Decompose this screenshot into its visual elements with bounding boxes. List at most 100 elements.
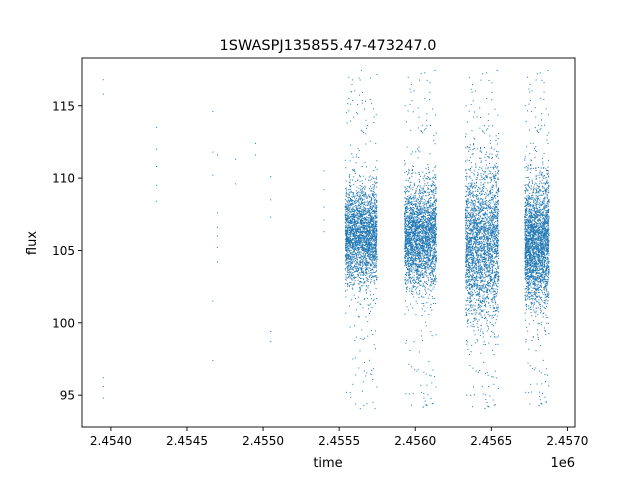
data-point <box>420 260 422 262</box>
data-point <box>404 243 406 245</box>
data-point <box>371 229 373 231</box>
data-point <box>357 301 359 303</box>
data-point <box>423 201 425 203</box>
data-point <box>430 203 432 205</box>
data-point <box>357 235 359 237</box>
data-point <box>344 214 346 216</box>
data-point <box>417 234 419 236</box>
data-point <box>358 248 360 250</box>
data-point <box>409 248 411 250</box>
data-point <box>349 244 351 246</box>
data-point <box>356 223 358 225</box>
data-point <box>413 213 415 215</box>
data-point <box>363 218 365 220</box>
data-point <box>427 163 429 165</box>
data-point <box>374 348 376 350</box>
data-point <box>352 202 354 204</box>
data-point <box>423 245 425 247</box>
data-point <box>429 289 431 291</box>
data-point <box>407 234 409 236</box>
data-point <box>423 233 425 235</box>
data-point <box>415 211 417 213</box>
data-point <box>423 256 425 258</box>
data-point <box>349 202 351 204</box>
data-point <box>405 225 407 227</box>
data-point <box>433 208 435 210</box>
data-point <box>429 217 431 219</box>
data-point <box>427 225 429 227</box>
data-point <box>417 207 419 209</box>
data-point <box>366 297 368 299</box>
data-point <box>367 179 369 181</box>
data-point <box>419 220 421 222</box>
data-point <box>422 265 424 267</box>
data-point <box>368 221 370 223</box>
data-point <box>430 206 432 208</box>
data-point <box>375 182 377 184</box>
data-point <box>359 191 361 193</box>
data-point <box>423 204 425 206</box>
data-point <box>404 105 406 107</box>
data-point <box>369 290 371 292</box>
data-point <box>419 225 421 227</box>
data-point <box>424 234 426 236</box>
data-point <box>352 169 354 171</box>
data-point <box>413 209 415 211</box>
data-point <box>365 204 367 206</box>
data-point <box>421 223 423 225</box>
data-point <box>406 238 408 240</box>
data-point <box>363 256 365 258</box>
data-point <box>435 302 437 304</box>
data-point <box>346 391 348 393</box>
data-point <box>370 248 372 250</box>
data-point <box>434 227 436 229</box>
data-point <box>404 219 406 221</box>
data-point <box>431 223 433 225</box>
data-point <box>367 335 369 337</box>
data-point <box>410 207 412 209</box>
data-point <box>353 195 355 197</box>
data-point <box>414 194 416 196</box>
data-point <box>430 205 432 207</box>
data-point <box>370 252 372 254</box>
data-point <box>430 228 432 230</box>
data-point <box>414 213 416 215</box>
data-point <box>411 240 413 242</box>
data-point <box>362 222 364 224</box>
data-point <box>405 180 407 182</box>
data-point <box>426 246 428 248</box>
data-point <box>410 257 412 259</box>
data-point <box>368 244 370 246</box>
data-point <box>414 262 416 264</box>
data-point <box>360 204 362 206</box>
data-point <box>421 233 423 235</box>
data-point <box>414 197 416 199</box>
data-point <box>404 223 406 225</box>
data-point <box>405 244 407 246</box>
data-point <box>346 251 348 253</box>
data-point <box>424 271 426 273</box>
data-point <box>346 256 348 258</box>
data-point <box>415 199 417 201</box>
data-point <box>431 232 433 234</box>
data-point <box>360 221 362 223</box>
data-point <box>420 130 422 132</box>
data-point <box>374 203 376 205</box>
data-point <box>426 240 428 242</box>
data-point <box>413 252 415 254</box>
data-point <box>345 214 347 216</box>
data-point <box>408 185 410 187</box>
data-point <box>411 221 413 223</box>
data-point <box>353 231 355 233</box>
data-point <box>363 229 365 231</box>
data-point <box>360 268 362 270</box>
data-point <box>431 271 433 273</box>
data-point <box>365 261 367 263</box>
data-point <box>375 241 377 243</box>
data-point <box>358 217 360 219</box>
data-point <box>355 231 357 233</box>
data-point <box>372 218 374 220</box>
data-point <box>412 285 414 287</box>
data-point <box>373 116 375 118</box>
data-point <box>368 227 370 229</box>
